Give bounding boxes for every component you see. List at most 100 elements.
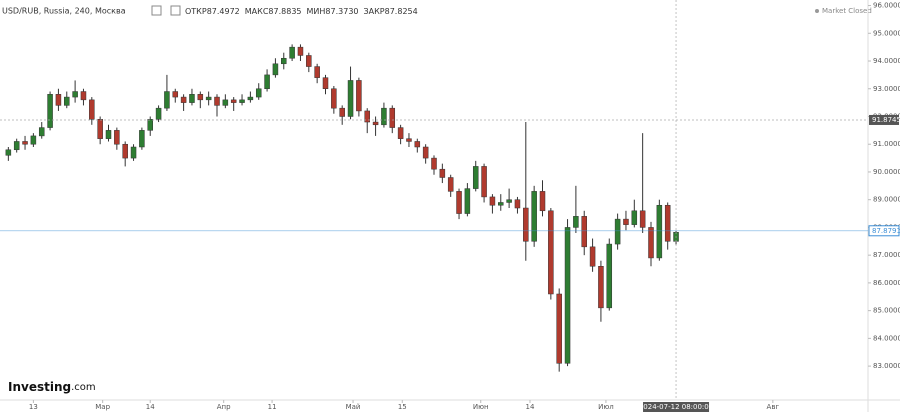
brand-suffix: .com [71, 382, 96, 393]
x-tick-label: Авг [767, 403, 780, 411]
candle-body [648, 227, 654, 259]
crosshair-date-label: 2024-07-12 08:00:00 [639, 403, 713, 411]
x-tick-label: Май [346, 403, 361, 411]
candle-body [331, 88, 337, 109]
candle-body [531, 191, 537, 242]
ohlc-value: 87.3730 [325, 7, 358, 16]
x-tick-label: 13 [29, 403, 38, 411]
candle-body [414, 141, 421, 148]
candle-body [222, 99, 229, 106]
header: USD/RUB, Russia, 240, Москва ОТКР87.4972… [2, 5, 418, 16]
candle-body [281, 57, 287, 65]
y-tick-label: 86.0000 [873, 279, 900, 287]
candle-body [314, 66, 320, 78]
candle-body [22, 141, 28, 145]
candle-body [155, 107, 162, 120]
candle-body [322, 77, 329, 90]
candle-body [89, 99, 95, 120]
candle-body [5, 149, 12, 156]
candle-body [139, 130, 145, 148]
candle-body [214, 96, 220, 106]
candle-body [72, 91, 78, 98]
candle-body [289, 46, 295, 59]
candle-body [514, 199, 521, 209]
candle-body [381, 107, 387, 126]
candle-body [105, 130, 112, 139]
candle-body [523, 207, 529, 242]
candle-body [97, 119, 103, 139]
candle-body [372, 121, 379, 126]
chart-title: USD/RUB, Russia, 240, Москва [2, 7, 126, 16]
candle-body [439, 168, 446, 178]
status-dot [815, 9, 819, 13]
candle-body [623, 218, 629, 225]
settings-icon[interactable] [151, 5, 162, 16]
candle-body [481, 166, 487, 198]
candle-body [122, 143, 128, 159]
y-tick-label: 83.0000 [873, 362, 900, 370]
candle-body [431, 157, 437, 170]
ohlc-label: МИН [307, 7, 326, 16]
ohlc-legend: ОТКР87.4972 МАКС87.8835 МИН87.3730 ЗАКР87.8… [185, 7, 418, 16]
x-tick-label: 11 [268, 403, 277, 411]
x-tick-label: 14 [526, 403, 535, 411]
candle-body [247, 96, 254, 101]
x-tick-label: Апр [217, 403, 231, 411]
candle-body [230, 99, 237, 103]
candle-body [389, 107, 396, 128]
candle-body [631, 210, 638, 225]
brand-name: Investing [8, 380, 71, 394]
y-tick-label: 93.0000 [873, 85, 900, 93]
y-tick-label: 90.0000 [873, 168, 900, 176]
ohlc-label: ЗАКР [364, 7, 385, 16]
x-tick-label: Июл [598, 403, 614, 411]
ohlc-value: 87.8835 [268, 7, 301, 16]
y-tick-label: 84.0000 [873, 334, 900, 342]
candle-body [664, 204, 671, 242]
y-tick-label: 95.0000 [873, 29, 900, 37]
candle-body [464, 188, 471, 214]
hide-icon[interactable] [170, 5, 181, 16]
candle-body [506, 199, 512, 203]
candle-body [205, 96, 212, 101]
candle-body [13, 141, 20, 151]
market-status: Market Closed [822, 7, 872, 15]
last-price-box [868, 225, 900, 237]
ohlc-label: ОТКР [185, 7, 207, 16]
candle-body [197, 94, 204, 101]
candle-body [80, 91, 87, 101]
candle-body [114, 130, 120, 145]
candle-body [498, 202, 504, 206]
candle-body [264, 74, 270, 90]
candle-body [447, 177, 454, 192]
candle-body [397, 127, 404, 139]
candle-body [656, 204, 663, 259]
candle-body [239, 99, 245, 103]
x-tick-label: Мар [95, 403, 110, 411]
brand: Investing.com [8, 380, 96, 394]
x-tick-label: 14 [146, 403, 155, 411]
y-tick-label: 94.0000 [873, 57, 900, 65]
candle-body [598, 266, 604, 309]
candle-body [548, 210, 554, 295]
candle-body [573, 216, 579, 228]
candle-body [147, 119, 153, 131]
crosshair-date-box [643, 402, 710, 412]
candle-body [306, 55, 312, 67]
y-tick-label: 87.0000 [873, 251, 900, 259]
candle-body [589, 246, 596, 267]
crosshair-price-label: 91.8745 [872, 116, 900, 124]
x-tick-label: 15 [398, 403, 407, 411]
ohlc-label: МАКС [245, 7, 269, 16]
candle-body [639, 210, 646, 228]
candle-body [272, 63, 279, 76]
ohlc-value: 87.4972 [207, 7, 240, 16]
ohlc-value: 87.8254 [385, 7, 418, 16]
candle-body [130, 146, 137, 159]
y-tick-label: 85.0000 [873, 307, 900, 315]
candle-body [539, 191, 546, 212]
y-tick-label: 89.0000 [873, 196, 900, 204]
candle-body [30, 135, 37, 145]
candle-body [422, 146, 429, 159]
